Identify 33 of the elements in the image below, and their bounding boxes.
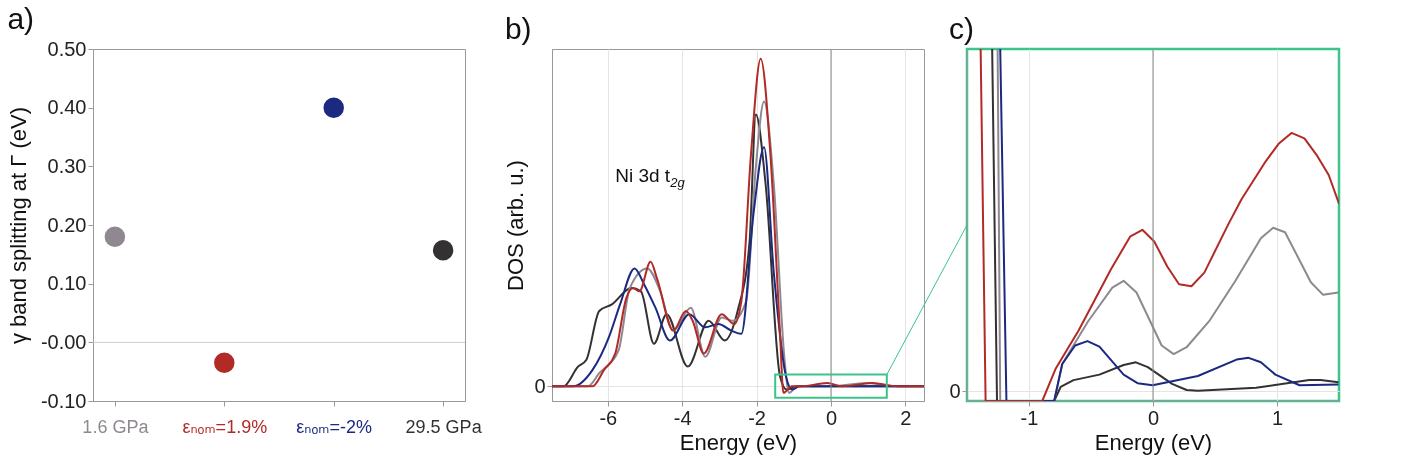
x-tick-label: 0 [825, 406, 838, 429]
y-tick-label: 0.40 [47, 96, 87, 119]
chart-title: b) [504, 11, 532, 45]
x-axis-title: Energy (eV) [679, 429, 798, 455]
y-tick-label: 0.30 [47, 154, 87, 177]
x-tick-label: 2 [900, 406, 912, 429]
x-tick-label: -4 [673, 406, 692, 429]
point [214, 352, 235, 374]
y-axis-title: DOS (arb. u.) [503, 160, 529, 291]
chart-title: c) [948, 11, 974, 45]
x-tick-label: εₙₒₘ=-2% [296, 416, 373, 437]
point [432, 240, 454, 261]
text: 0 [534, 374, 546, 397]
y-axis-title: γ band splitting at Γ (eV) [5, 106, 31, 345]
x-tick-label: -2 [748, 406, 766, 429]
y-tick-label: 0.50 [47, 37, 87, 60]
y-tick-label: 0.20 [47, 213, 87, 236]
point [323, 97, 344, 118]
x-tick-label: -6 [599, 406, 618, 429]
text: 0 [949, 379, 961, 402]
x-tick-label: εₙₒₘ=1.9% [182, 416, 268, 437]
point [104, 226, 126, 247]
x-axis-title: Energy (eV) [1094, 429, 1213, 455]
x-tick-label: -1 [1020, 406, 1039, 429]
y-tick-label: 0.10 [47, 272, 87, 295]
y-tick-label: -0.10 [40, 389, 87, 412]
annotation: Ni 3d t$_{2g}$ [615, 165, 685, 190]
x-tick-label: 29.5 GPa [405, 416, 483, 437]
x-tick-label: 1 [1271, 406, 1284, 429]
chart-title: a) [7, 2, 35, 35]
x-tick-label: 1.6 GPa [82, 416, 150, 437]
y-tick-label: -0.00 [40, 330, 87, 353]
x-tick-label: 0 [1147, 406, 1160, 429]
